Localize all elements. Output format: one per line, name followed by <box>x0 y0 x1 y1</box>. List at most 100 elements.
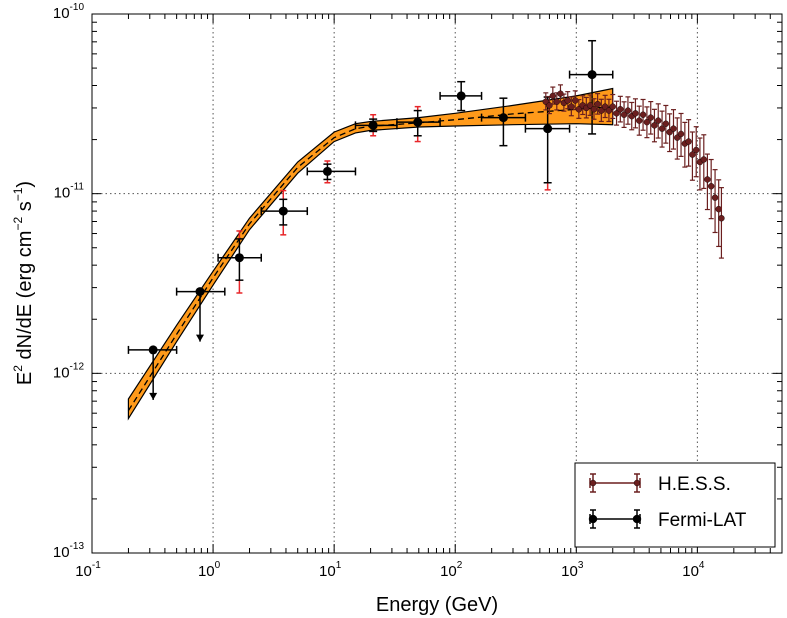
fermi-marker <box>195 287 205 297</box>
fermi-point <box>439 80 483 112</box>
x-tick-label: 101 <box>319 560 342 580</box>
hess-point <box>647 100 654 135</box>
hess-marker <box>605 107 613 114</box>
y-axis-label: E2 dN/dE (erg cm−2 s−1) <box>11 181 36 385</box>
hess-marker <box>643 118 651 126</box>
x-tick-label: 102 <box>440 560 463 580</box>
hess-marker <box>575 106 583 113</box>
hess-point <box>715 179 722 248</box>
x-tick-label: 104 <box>682 560 705 580</box>
x-axis-label: Energy (GeV) <box>376 594 498 616</box>
hess-point <box>628 101 635 131</box>
hess-marker <box>689 151 696 158</box>
fermi-point <box>306 160 357 184</box>
hess-point <box>662 104 670 144</box>
axis-ticks: 10-1 100 101 102 103 104 10-13 10-12 10-11 10-10 <box>53 2 782 580</box>
legend-hess-marker <box>589 473 641 493</box>
x-tick-label: 10-1 <box>75 560 101 580</box>
fermi-point <box>127 345 178 400</box>
fermi-marker <box>456 91 466 101</box>
hess-marker <box>670 125 677 132</box>
legend-box <box>574 462 776 548</box>
hess-marker <box>662 120 670 127</box>
fermi-marker <box>543 124 553 134</box>
hess-point <box>586 94 594 116</box>
hess-marker <box>546 102 553 109</box>
fermi-lat-points <box>127 39 614 400</box>
legend-fermi-dot <box>632 514 642 524</box>
legend-fermi-label: Fermi-LAT <box>658 510 747 531</box>
hess-point <box>693 126 700 178</box>
hess-point <box>553 92 560 111</box>
x-tick-label: 100 <box>198 560 221 580</box>
y-label-exp1: −2 <box>11 217 25 231</box>
hess-marker <box>564 97 571 104</box>
legend-hess-dot <box>589 479 597 487</box>
fermi-point <box>524 96 571 191</box>
hess-marker <box>693 146 700 154</box>
hess-point <box>670 109 677 150</box>
hess-marker <box>601 103 609 110</box>
hess-point <box>605 98 613 123</box>
hess-point <box>575 98 583 119</box>
y-label-exp2: −1 <box>11 187 25 201</box>
fermi-upper-limit-arrow <box>196 334 205 342</box>
hess-point <box>704 153 711 211</box>
y-label-middle2: s <box>14 201 36 217</box>
fermi-point <box>217 230 263 294</box>
fermi-marker <box>234 253 244 263</box>
hess-marker <box>715 205 722 213</box>
hess-point <box>707 158 715 220</box>
hess-marker <box>685 138 692 145</box>
hess-point <box>609 93 616 120</box>
fermi-point <box>260 189 309 236</box>
y-tick-label: 10-11 <box>54 182 85 202</box>
hess-marker <box>636 117 643 124</box>
y-tick-label: 10-12 <box>53 361 85 381</box>
hess-point <box>601 94 609 119</box>
hess-marker <box>677 130 685 138</box>
fermi-point <box>175 287 226 342</box>
legend: H.E.S.S. Fermi-LAT <box>574 462 776 548</box>
fermi-point <box>354 113 398 137</box>
hess-points <box>542 84 725 259</box>
legend-fermi-dot <box>588 514 598 524</box>
hess-marker <box>624 107 632 114</box>
hess-marker <box>620 111 628 118</box>
hess-point <box>718 187 725 259</box>
plot-frame <box>91 13 783 554</box>
legend-hess-dot <box>633 479 641 487</box>
y-label-prefix-sup: 2 <box>11 365 25 372</box>
fermi-marker <box>587 70 597 80</box>
y-tick-label: 10-13 <box>53 541 85 561</box>
hess-marker <box>658 125 666 132</box>
hess-marker <box>549 92 557 100</box>
hess-point <box>711 169 719 234</box>
hess-point <box>560 93 568 112</box>
hess-point <box>617 95 624 123</box>
hess-point <box>655 103 662 139</box>
x-tick-label: 103 <box>561 560 584 580</box>
hess-marker <box>704 176 711 183</box>
hess-point <box>677 112 685 157</box>
hess-marker <box>700 156 707 163</box>
hess-marker <box>594 100 601 108</box>
fermi-marker <box>413 117 423 127</box>
hess-point <box>598 98 605 123</box>
hess-point <box>613 100 620 126</box>
legend-fermi-marker <box>588 509 642 529</box>
hess-marker <box>651 122 658 129</box>
hess-marker <box>609 103 616 110</box>
hess-marker <box>655 117 662 124</box>
model-best-fit-line <box>127 106 613 411</box>
hess-point <box>651 108 658 143</box>
hess-marker <box>632 110 639 117</box>
hess-point <box>700 134 707 190</box>
hess-marker <box>572 97 579 104</box>
hess-point <box>636 105 643 136</box>
hess-marker <box>568 103 575 110</box>
fermi-upper-limit-arrow <box>149 392 158 400</box>
hess-marker <box>711 194 719 201</box>
fermi-point <box>568 39 614 135</box>
